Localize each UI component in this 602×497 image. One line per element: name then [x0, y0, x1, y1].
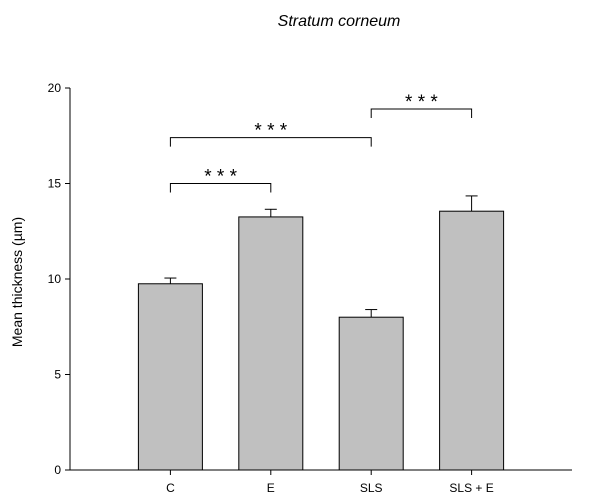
significance-bracket: [169, 183, 272, 193]
y-tick-label: 15: [48, 177, 62, 191]
y-tick-label: 10: [48, 272, 62, 286]
significance-label: * * *: [405, 92, 438, 113]
bar: [137, 283, 203, 471]
significance-label: * * *: [204, 167, 237, 188]
y-axis-label: Mean thickness (µm): [9, 217, 25, 347]
significance-bracket: [169, 137, 372, 147]
plot-area: 0 5 10 15 20 C E SLS SLS + E * * * * * * * * *: [48, 81, 572, 495]
x-tick-label: E: [267, 481, 275, 495]
x-tick-label: SLS + E: [449, 481, 493, 495]
chart-title: Stratum corneum: [278, 13, 401, 30]
x-tick-label: C: [166, 481, 175, 495]
y-tick-label: 20: [48, 81, 62, 95]
y-tick-label: 0: [54, 463, 61, 477]
significance-bracket: [370, 108, 473, 119]
bar: [439, 210, 505, 471]
x-tick-label: SLS: [360, 481, 383, 495]
y-tick-label: 5: [54, 368, 61, 382]
bar: [238, 216, 304, 471]
bar: [338, 316, 404, 471]
significance-label: * * *: [254, 121, 287, 142]
